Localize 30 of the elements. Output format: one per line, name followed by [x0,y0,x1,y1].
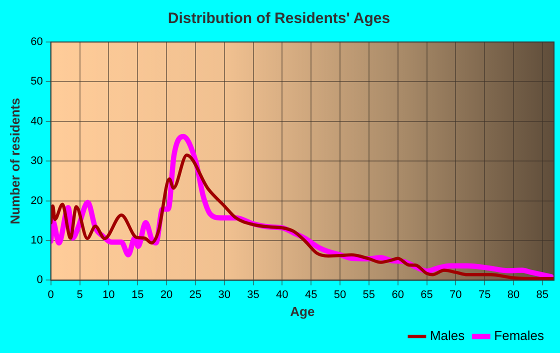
x-tick-label: 70 [450,288,462,301]
x-tick-label: 5 [76,288,83,301]
y-tick-label: 10 [30,234,43,247]
x-tick-label: 80 [507,288,520,301]
y-tick-label: 60 [30,36,43,48]
x-tick-label: 55 [362,288,376,301]
x-tick-label: 60 [392,288,404,301]
x-tick-label: 35 [247,288,260,301]
legend-label: Males [430,328,466,344]
x-tick-label: 30 [218,288,230,301]
x-tick-label: 85 [536,288,549,301]
y-tick-label: 0 [36,274,43,286]
x-tick-label: 25 [189,288,202,301]
legend-label: Females [494,328,544,344]
x-tick-label: 65 [420,288,433,301]
chart-title: Distribution of Residents' Ages [168,10,390,28]
x-tick-label: 40 [276,288,288,301]
x-tick-label: 50 [334,288,346,301]
x-axis-title: Age [290,304,315,319]
x-tick-label: 15 [131,288,144,301]
y-tick-label: 30 [30,155,43,168]
x-tick-label: 10 [102,288,115,301]
x-tick-label: 20 [160,288,173,301]
x-tick-label: 45 [304,288,318,301]
x-tick-label: 0 [48,288,54,301]
y-tick-label: 50 [30,76,43,88]
x-tick-label: 75 [478,288,491,301]
y-tick-label: 20 [30,194,43,207]
y-axis-title: Number of residents [7,98,22,224]
y-tick-label: 40 [30,115,43,128]
